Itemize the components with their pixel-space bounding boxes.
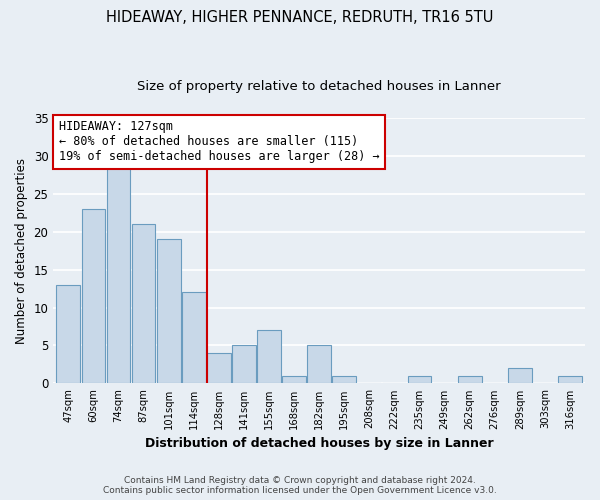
Bar bbox=[282, 376, 306, 384]
Bar bbox=[56, 285, 80, 384]
Bar bbox=[332, 376, 356, 384]
Bar bbox=[82, 209, 106, 384]
Text: HIDEAWAY: 127sqm
← 80% of detached houses are smaller (115)
19% of semi-detached: HIDEAWAY: 127sqm ← 80% of detached house… bbox=[59, 120, 379, 164]
Title: Size of property relative to detached houses in Lanner: Size of property relative to detached ho… bbox=[137, 80, 501, 93]
Bar bbox=[558, 376, 582, 384]
Text: HIDEAWAY, HIGHER PENNANCE, REDRUTH, TR16 5TU: HIDEAWAY, HIGHER PENNANCE, REDRUTH, TR16… bbox=[106, 10, 494, 25]
Bar bbox=[257, 330, 281, 384]
Bar bbox=[131, 224, 155, 384]
Bar bbox=[508, 368, 532, 384]
Bar bbox=[182, 292, 206, 384]
Y-axis label: Number of detached properties: Number of detached properties bbox=[15, 158, 28, 344]
Text: Contains HM Land Registry data © Crown copyright and database right 2024.
Contai: Contains HM Land Registry data © Crown c… bbox=[103, 476, 497, 495]
Bar bbox=[307, 346, 331, 384]
Bar bbox=[232, 346, 256, 384]
Bar bbox=[157, 239, 181, 384]
Bar bbox=[458, 376, 482, 384]
Bar bbox=[107, 164, 130, 384]
Bar bbox=[207, 353, 231, 384]
Bar bbox=[407, 376, 431, 384]
X-axis label: Distribution of detached houses by size in Lanner: Distribution of detached houses by size … bbox=[145, 437, 493, 450]
